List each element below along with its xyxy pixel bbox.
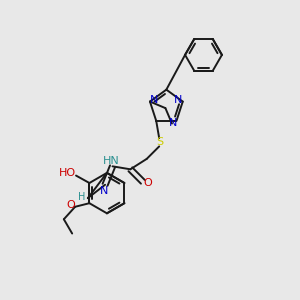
- Text: O: O: [144, 178, 153, 188]
- Text: HO: HO: [59, 168, 76, 178]
- Text: N: N: [100, 186, 108, 196]
- Text: N: N: [169, 118, 177, 128]
- Text: N: N: [150, 95, 158, 105]
- Text: O: O: [67, 200, 75, 210]
- Text: H: H: [78, 192, 85, 202]
- Text: N: N: [174, 95, 182, 105]
- Text: S: S: [156, 137, 163, 147]
- Text: HN: HN: [103, 156, 119, 166]
